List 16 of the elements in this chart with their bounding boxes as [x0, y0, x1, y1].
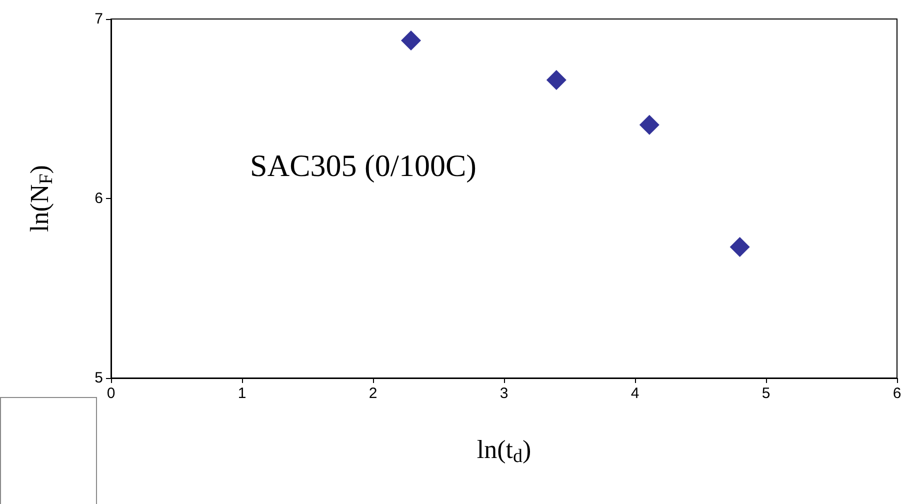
y-tick-label: 6: [94, 190, 103, 207]
point: [546, 70, 566, 90]
x-tick-label: 4: [630, 385, 640, 402]
y-tick-label: 5: [94, 370, 103, 386]
x-tick-label: 1: [238, 385, 246, 402]
x-tick-label: 3: [500, 385, 508, 402]
point: [730, 236, 750, 257]
x-tick-label: 6: [892, 385, 902, 402]
y-axis-title: ln(NF): [25, 165, 57, 232]
point: [639, 114, 660, 135]
annotation: SAC305 (0/100C): [250, 148, 476, 183]
x-tick-label: 0: [106, 385, 116, 402]
point: [400, 30, 421, 51]
x-tick-label: 5: [762, 385, 770, 402]
y-tick-label: 7: [94, 10, 103, 28]
x-tick-label: 2: [368, 385, 378, 402]
